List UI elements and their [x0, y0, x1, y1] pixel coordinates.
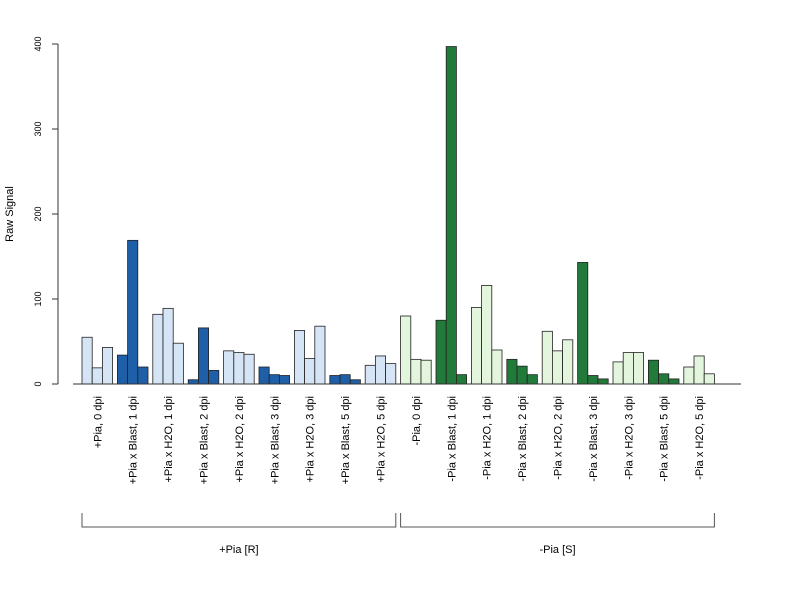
bar: [683, 366, 695, 385]
bar: [374, 355, 386, 385]
bar: [162, 307, 174, 385]
x-tick-label: +Pia x H2O, 2 dpi: [234, 396, 246, 483]
bar: [197, 327, 209, 385]
x-tick-label: +Pia x H2O, 1 dpi: [163, 396, 175, 483]
bar: [541, 330, 553, 385]
bar: [445, 46, 457, 385]
bar: [633, 352, 645, 385]
bar: [648, 359, 660, 385]
x-tick-label: -Pia x H2O, 3 dpi: [623, 396, 635, 480]
bar: [506, 358, 518, 385]
bar: [410, 358, 422, 385]
group-bracket: [81, 513, 397, 528]
bar: [491, 349, 503, 385]
x-tick-label: +Pia x Blast, 2 dpi: [199, 396, 211, 484]
x-tick-label: -Pia x H2O, 5 dpi: [694, 396, 706, 480]
x-tick-label: -Pia x Blast, 3 dpi: [588, 396, 600, 482]
bar: [223, 350, 235, 385]
bar: [314, 325, 326, 385]
bar: [278, 375, 290, 385]
bar: [385, 363, 397, 385]
bar: [137, 366, 149, 385]
bar: [102, 347, 114, 385]
y-axis: 0 100 200 300 400: [33, 36, 59, 387]
bar: [693, 355, 705, 385]
bar: [243, 353, 255, 385]
x-tick-label: -Pia x H2O, 2 dpi: [553, 396, 565, 480]
group-label: +Pia [R]: [219, 544, 258, 556]
y-axis-label: Raw Signal: [4, 186, 16, 242]
bar: [258, 366, 270, 385]
bar: [304, 358, 316, 385]
group-bracket: [400, 513, 715, 528]
y-tick-label: 400: [33, 36, 43, 51]
bar: [268, 374, 280, 385]
x-tick-label: +Pia x Blast, 3 dpi: [269, 396, 281, 484]
y-tick-label: 0: [33, 381, 43, 386]
bar: [187, 379, 199, 385]
bar: [587, 375, 599, 385]
bar: [703, 373, 715, 385]
x-tick-label: -Pia x H2O, 1 dpi: [482, 396, 494, 480]
x-tick-labels: +Pia, 0 dpi +Pia x Blast, 1 dpi +Pia x H2O…: [92, 396, 706, 484]
bar: [339, 374, 351, 385]
bar: [577, 262, 589, 385]
bar: [658, 373, 670, 385]
bar: [552, 350, 564, 385]
bar: [562, 339, 574, 385]
bar: [172, 342, 184, 385]
bar: [526, 374, 538, 385]
bar: [349, 379, 361, 385]
y-tick-label: 300: [33, 121, 43, 136]
x-tick-label: -Pia x Blast, 2 dpi: [517, 396, 529, 482]
bar: [208, 369, 220, 385]
bars: [81, 46, 715, 385]
bar: [233, 352, 245, 385]
bar: [364, 364, 376, 385]
group-label: -Pia [S]: [539, 544, 575, 556]
bar: [435, 319, 447, 385]
x-tick-label: +Pia x H2O, 5 dpi: [376, 396, 388, 483]
x-tick-label: -Pia, 0 dpi: [411, 396, 423, 446]
bar: [81, 336, 93, 385]
x-tick-label: -Pia x Blast, 5 dpi: [659, 396, 671, 482]
bar: [91, 367, 103, 385]
bar: [481, 284, 493, 385]
y-tick-label: 100: [33, 291, 43, 306]
bar: [117, 354, 129, 385]
bar: [516, 365, 528, 385]
bar: [612, 361, 624, 385]
bar: [127, 239, 139, 385]
bar: [668, 378, 680, 385]
bar: [293, 330, 305, 385]
x-tick-label: -Pia x Blast, 1 dpi: [446, 396, 458, 482]
bar: [420, 359, 432, 385]
group-brackets: +Pia [R] -Pia [S]: [81, 513, 715, 556]
x-tick-label: +Pia x Blast, 1 dpi: [128, 396, 140, 484]
x-tick-label: +Pia x H2O, 3 dpi: [305, 396, 317, 483]
bar: [152, 313, 164, 385]
bar: [400, 315, 412, 385]
bar: [455, 374, 467, 385]
y-tick-label: 200: [33, 206, 43, 221]
x-tick-label: +Pia, 0 dpi: [92, 396, 104, 448]
bar: [470, 307, 482, 385]
bar: [622, 352, 634, 385]
bar: [597, 378, 609, 385]
bar: [329, 375, 341, 385]
x-tick-label: +Pia x Blast, 5 dpi: [340, 396, 352, 484]
